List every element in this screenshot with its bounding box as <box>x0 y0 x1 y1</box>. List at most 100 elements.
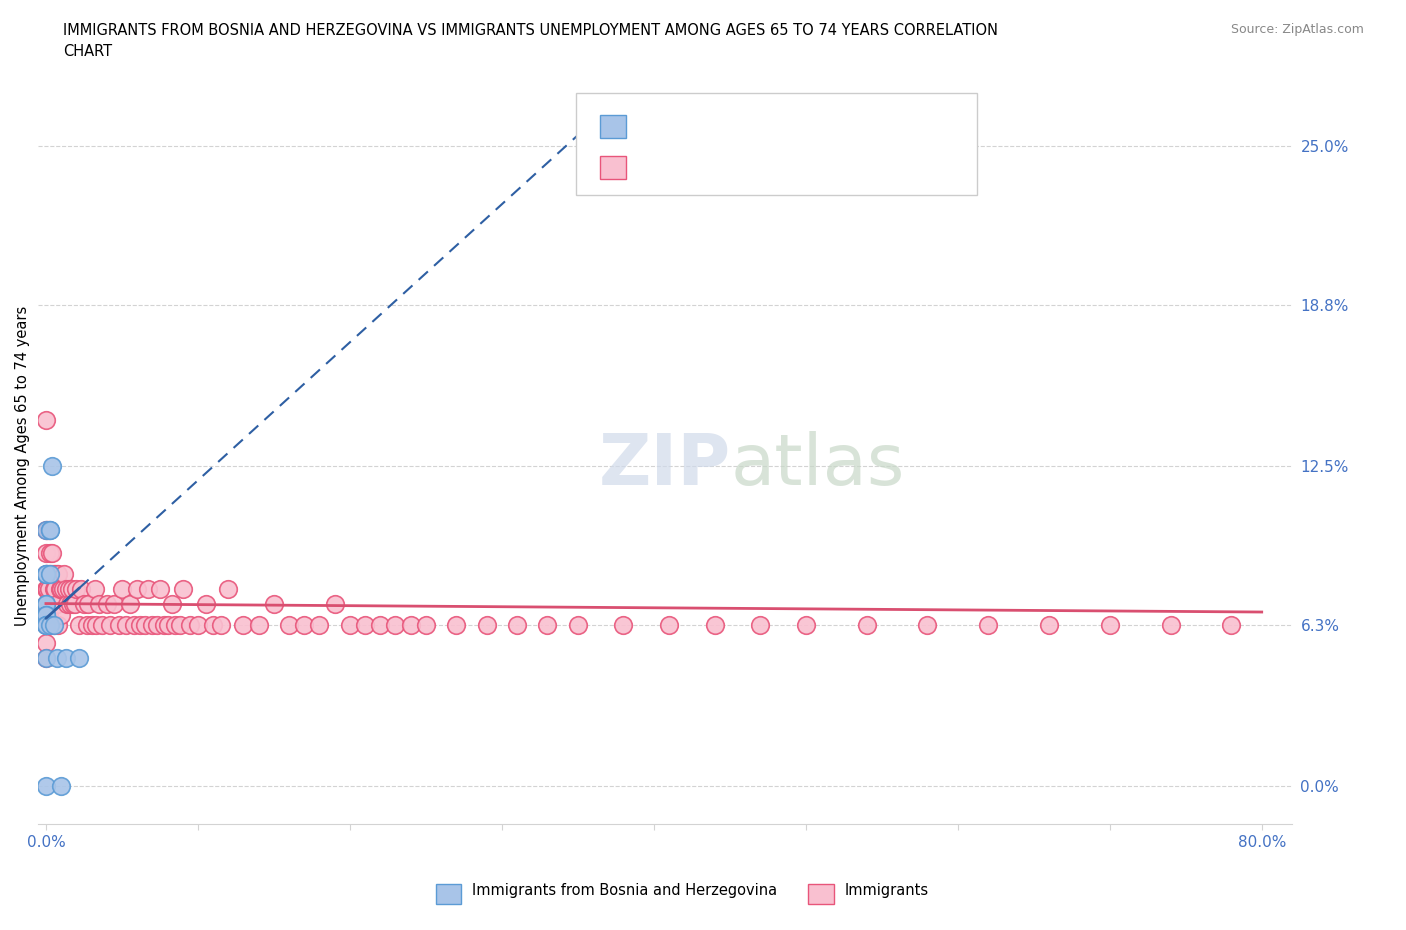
Point <box>35 413 58 428</box>
Point <box>41 566 63 581</box>
Point <box>45 597 67 612</box>
Point <box>37 566 59 581</box>
Text: R =   0.104   N =  25: R = 0.104 N = 25 <box>640 110 860 128</box>
Point <box>160 597 183 612</box>
Point <box>49 607 72 622</box>
Point <box>35 566 58 581</box>
Point <box>111 581 134 596</box>
Point <box>35 618 58 632</box>
Point <box>749 618 772 632</box>
Point <box>35 597 58 612</box>
Point <box>48 581 70 596</box>
Point <box>209 618 232 632</box>
Point <box>35 546 58 561</box>
Point <box>977 618 1000 632</box>
Point <box>415 618 437 632</box>
Point <box>169 618 191 632</box>
Point <box>98 618 121 632</box>
Point <box>278 618 301 632</box>
Point <box>35 597 58 612</box>
Point <box>35 566 58 581</box>
Point <box>612 618 634 632</box>
Point <box>217 581 239 596</box>
Point <box>103 597 125 612</box>
Point <box>41 597 63 612</box>
Point <box>368 618 391 632</box>
Point <box>49 778 72 793</box>
Text: IMMIGRANTS FROM BOSNIA AND HERZEGOVINA VS IMMIGRANTS UNEMPLOYMENT AMONG AGES 65 : IMMIGRANTS FROM BOSNIA AND HERZEGOVINA V… <box>63 23 998 60</box>
Point <box>1160 618 1182 632</box>
Point <box>115 618 138 632</box>
Point <box>247 618 270 632</box>
Point <box>37 607 59 622</box>
Point <box>202 618 225 632</box>
Point <box>136 581 159 596</box>
Point <box>172 581 194 596</box>
Point <box>118 597 141 612</box>
Point <box>37 523 59 538</box>
Point <box>658 618 681 632</box>
Point <box>42 566 65 581</box>
Point <box>187 618 209 632</box>
Text: ZIP: ZIP <box>599 431 731 499</box>
Point <box>446 618 468 632</box>
Point <box>77 597 100 612</box>
Point <box>35 618 58 632</box>
Point <box>62 597 84 612</box>
Point <box>55 651 77 666</box>
Point <box>52 581 75 596</box>
Point <box>35 607 58 622</box>
Point <box>35 618 58 632</box>
Point <box>308 618 330 632</box>
Point <box>1038 618 1060 632</box>
Point <box>399 618 422 632</box>
Point <box>41 458 63 473</box>
Point <box>67 651 90 666</box>
Text: Immigrants from Bosnia and Herzegovina: Immigrants from Bosnia and Herzegovina <box>472 884 778 898</box>
Point <box>91 618 114 632</box>
Point <box>38 581 60 596</box>
Point <box>76 618 98 632</box>
Point <box>855 618 877 632</box>
Point <box>1220 618 1243 632</box>
Point <box>35 651 58 666</box>
Text: Immigrants: Immigrants <box>845 884 929 898</box>
Point <box>42 581 65 596</box>
Point <box>794 618 817 632</box>
Point <box>108 618 131 632</box>
Point <box>506 618 529 632</box>
Point <box>567 618 589 632</box>
Point <box>59 597 82 612</box>
Text: Source: ZipAtlas.com: Source: ZipAtlas.com <box>1230 23 1364 36</box>
Point <box>45 566 67 581</box>
Point <box>45 651 67 666</box>
Point <box>354 618 377 632</box>
Point <box>35 581 58 596</box>
Point <box>475 618 498 632</box>
Point <box>96 597 118 612</box>
Point <box>1098 618 1121 632</box>
Point <box>35 607 58 622</box>
Point <box>44 566 66 581</box>
Point <box>39 618 62 632</box>
Point <box>39 523 62 538</box>
Point <box>917 618 939 632</box>
Point <box>44 581 66 596</box>
Point <box>35 523 58 538</box>
Point <box>56 597 79 612</box>
Point <box>49 581 72 596</box>
Text: atlas: atlas <box>731 431 905 499</box>
Point <box>70 581 93 596</box>
Point <box>149 581 172 596</box>
Point <box>35 566 58 581</box>
Point <box>53 566 76 581</box>
Point <box>35 618 58 632</box>
Point <box>129 618 152 632</box>
Point <box>67 618 90 632</box>
Point <box>39 566 62 581</box>
Point <box>39 566 62 581</box>
Point <box>35 778 58 793</box>
Point <box>42 618 65 632</box>
Point <box>39 546 62 561</box>
Text: R = -0.064   N = 143: R = -0.064 N = 143 <box>640 151 849 169</box>
